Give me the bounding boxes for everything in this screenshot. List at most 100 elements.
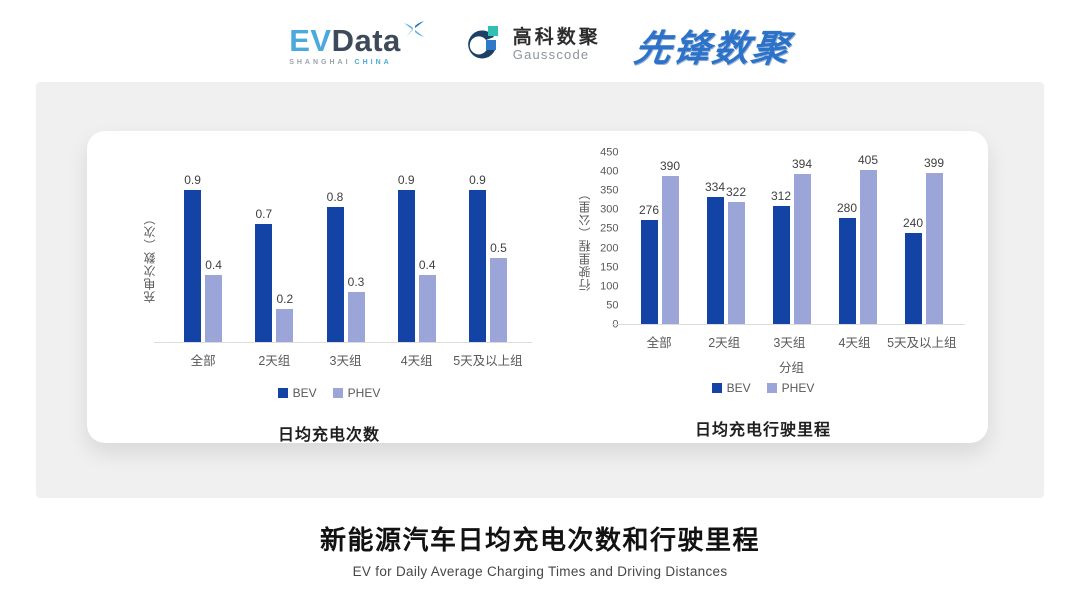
- evdata-logo: EV Data SHANGHAI CHINA: [289, 20, 426, 66]
- bar-value-label: 240: [902, 216, 924, 231]
- footer-title: 新能源汽车日均充电次数和行驶里程: [319, 525, 760, 555]
- bar-wrap: 0.3: [347, 173, 365, 343]
- bar-phev: [418, 275, 436, 343]
- bar-value-label: 0.7: [255, 207, 273, 221]
- chart-title: 日均充电次数: [277, 427, 380, 444]
- bar-value-label: 405: [857, 153, 879, 168]
- y-axis-label: 充电次数（次）: [142, 212, 157, 304]
- bar-wrap: 0.9: [397, 173, 415, 343]
- bar-wrap: 334: [705, 153, 725, 325]
- bar-phev: [347, 292, 365, 343]
- plot-column: 0.9 0.4 0.7 0.2 0.8 0.3 0.9 0.4 0.9 0.5 全部 2天组 3天组 4天…: [153, 173, 532, 369]
- plot-row: 充电次数（次） 0.9 0.4 0.7 0.2 0.8 0.3 0.9 0.4 0.9 0.5 全部 2…: [135, 173, 532, 369]
- legend-swatch: [711, 383, 722, 393]
- xianfeng-logo: 先锋数聚: [631, 28, 794, 69]
- bar-bev: [326, 207, 344, 343]
- bar-bev: [397, 190, 415, 343]
- plot-row: 行驶里程（公里） 0 50 100 150 200 250 300 350 400 450 276 39…: [570, 147, 965, 375]
- bar-value-label: 0.4: [418, 258, 436, 272]
- bar-group: 0.9 0.4: [381, 173, 452, 343]
- bar-group: 240 399: [891, 153, 957, 325]
- bar-value-label: 0.4: [205, 258, 222, 272]
- evdata-logo-subtext: SHANGHAI CHINA: [289, 59, 392, 66]
- charts-card: 充电次数（次） 0.9 0.4 0.7 0.2 0.8 0.3 0.9 0.4 0.9 0.5 全部 2…: [36, 82, 1044, 498]
- bar-bev: [904, 233, 922, 325]
- bar-value-label: 0.5: [490, 241, 507, 255]
- plot-column: 276 390 334 322 312 394 280 405 240 399 全部 2天组 3天组 4天…: [612, 153, 965, 375]
- plot-area: 0.9 0.4 0.7 0.2 0.8 0.3 0.9 0.4 0.9 0.5: [153, 173, 532, 343]
- legend-label: BEV: [726, 381, 751, 395]
- category-label: 全部: [190, 354, 216, 368]
- gausscode-g-icon: [467, 26, 498, 59]
- bar-group: 280 405: [825, 153, 891, 325]
- bar-bev: [468, 190, 486, 343]
- caption: 新能源汽车日均充电次数和行驶里程 EV for Daily Average Ch…: [0, 520, 1080, 579]
- y-tick: 200: [600, 242, 619, 255]
- bar-phev: [661, 175, 679, 325]
- bar-value-label: 0.9: [184, 173, 201, 187]
- category-row: 全部 2天组 3天组 4天组 5天及以上组: [627, 332, 957, 351]
- bar-value-label: 276: [638, 202, 660, 217]
- y-tick: 0: [612, 319, 618, 331]
- bar-value-label: 0.9: [469, 173, 486, 187]
- bar-wrap: 0.9: [468, 173, 486, 343]
- bar-phev: [925, 172, 943, 325]
- charts-panel: 充电次数（次） 0.9 0.4 0.7 0.2 0.8 0.3 0.9 0.4 0.9 0.5 全部 2…: [87, 131, 988, 444]
- bar-wrap: 0.2: [276, 173, 294, 343]
- legend-item: BEV: [277, 386, 317, 400]
- evdata-logo-ev: EV: [289, 22, 332, 58]
- bar-value-label: 280: [836, 200, 858, 215]
- bar-bev: [640, 219, 658, 325]
- bar-wrap: 280: [836, 153, 858, 325]
- y-tick: 400: [600, 165, 619, 178]
- bar-bev: [772, 205, 790, 325]
- legend-item: PHEV: [332, 386, 380, 400]
- bar-group: 276 390: [627, 153, 693, 325]
- gausscode-cn-label: 高科数聚: [512, 26, 601, 48]
- bar-wrap: 322: [726, 153, 746, 325]
- legend: BEV PHEV: [277, 386, 380, 400]
- bar-wrap: 240: [902, 153, 924, 325]
- bar-wrap: 276: [638, 153, 660, 325]
- bar-bev: [255, 224, 273, 343]
- y-tick: 100: [600, 280, 619, 293]
- y-tick: 450: [600, 146, 619, 159]
- chart-title: 日均充电行驶里程: [694, 422, 831, 439]
- y-tick: 50: [606, 299, 619, 312]
- bar-phev: [859, 170, 877, 325]
- bar-wrap: 394: [791, 153, 813, 325]
- category-label: 4天组: [838, 336, 871, 350]
- bar-value-label: 394: [791, 157, 813, 172]
- bar-value-label: 399: [923, 155, 945, 170]
- bar-wrap: 312: [771, 153, 791, 325]
- bar-wrap: 0.4: [205, 173, 223, 343]
- y-tick: 350: [600, 184, 619, 197]
- legend: BEV PHEV: [711, 381, 815, 395]
- bar-phev: [489, 258, 507, 343]
- legend-swatch: [277, 388, 288, 398]
- category-label: 4天组: [400, 354, 433, 368]
- x-axis-line: [153, 342, 532, 343]
- bar-wrap: 0.8: [326, 173, 344, 343]
- bar-wrap: 0.5: [489, 173, 507, 343]
- bar-value-label: 0.2: [276, 292, 294, 306]
- legend-label: BEV: [292, 386, 317, 400]
- category-label: 3天组: [329, 354, 362, 368]
- bar-group: 334 322: [693, 153, 759, 325]
- category-label: 5天及以上组: [453, 354, 523, 368]
- bar-bev: [706, 197, 724, 325]
- bar-wrap: 399: [923, 153, 945, 325]
- legend-swatch: [766, 383, 777, 393]
- bar-wrap: 405: [857, 153, 879, 325]
- bar-bev: [838, 217, 856, 325]
- chart-daily-charging-times: 充电次数（次） 0.9 0.4 0.7 0.2 0.8 0.3 0.9 0.4 0.9 0.5 全部 2…: [113, 131, 545, 444]
- bar-value-label: 0.8: [326, 190, 344, 204]
- legend-label: PHEV: [781, 381, 815, 395]
- bar-phev: [205, 275, 223, 343]
- category-label: 5天及以上组: [887, 336, 957, 350]
- bar-wrap: 390: [660, 153, 680, 325]
- y-axis-ticks: 0 50 100 150 200 250 300 350 400 450: [593, 147, 619, 330]
- bar-group: 0.7 0.2: [239, 173, 310, 343]
- evdata-sub-shanghai: SHANGHAI: [289, 58, 351, 66]
- footer-subtitle: EV for Daily Average Charging Times and …: [352, 564, 728, 579]
